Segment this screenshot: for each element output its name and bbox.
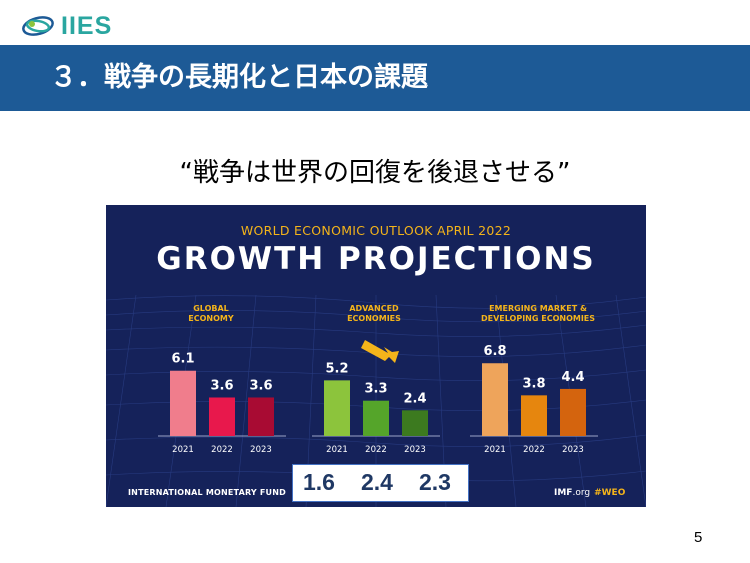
weo-hashtag: #WEO [594,488,626,498]
bar-2-2022 [521,395,547,436]
infographic-subtitle: WORLD ECONOMIC OUTLOOK APRIL 2022 [240,223,512,238]
bar-0-2023 [248,397,274,436]
tick-label-1-2023: 2023 [404,445,426,455]
bar-1-2021 [324,380,350,436]
bar-label-1-2022: 3.3 [364,382,387,397]
tick-label-0-2023: 2023 [250,445,272,455]
tick-label-2-2022: 2022 [523,445,545,455]
growth-bar-chart: 6.1 2021 3.6 2022 3.6 2023 5.2 2021 3.3 2022 2.4 20… [158,340,598,455]
bar-label-0-2021: 6.1 [171,352,194,367]
imf-text: IMF [554,488,573,498]
bar-2-2023 [560,388,586,436]
bar-2-2021 [482,363,508,436]
tick-label-0-2022: 2022 [211,445,233,455]
tick-label-2-2023: 2023 [562,445,584,455]
page-title: ３．戦争の長期化と日本の課題 [50,62,428,93]
bar-0-2022 [209,397,235,436]
bar-label-1-2023: 2.4 [403,391,426,406]
downward-arrow-icon [361,340,399,363]
tick-label-0-2021: 2021 [172,445,194,455]
org-text: .org [572,488,591,498]
bar-label-0-2022: 3.6 [210,378,233,393]
imf-label: INTERNATIONAL MONETARY FUND [128,488,286,497]
bar-label-0-2023: 3.6 [249,378,272,393]
iies-logo: IIES [20,10,113,40]
growth-projections-infographic: WORLD ECONOMIC OUTLOOK APRIL 2022 GROWTH… [106,205,646,507]
bar-label-2-2021: 6.8 [483,344,506,359]
bar-1-2022 [363,400,389,436]
quote-text: “戦争は世界の回復を後退させる” [179,158,571,188]
bar-0-2021 [170,370,196,436]
tick-label-1-2022: 2022 [365,445,387,455]
group-title-advanced: ADVANCED ECONOMIES [347,304,401,323]
revised-values-box: 1.6 2.4 2.3 [292,464,469,502]
infographic-title: GROWTH PROJECTIONS [156,241,596,277]
revised-value-3: 2.3 [419,469,451,495]
revised-value-1: 1.6 [303,469,335,495]
globe-swirl-logo-icon [22,16,54,36]
logo-text: IIES [61,12,113,40]
group-title-global: GLOBAL ECONOMY [188,304,234,323]
imf-footer: IMF.org #WEO [554,488,625,498]
bar-label-1-2021: 5.2 [325,361,348,376]
bar-label-2-2023: 4.4 [561,370,584,385]
tick-label-1-2021: 2021 [326,445,348,455]
bar-label-2-2022: 3.8 [522,376,545,391]
group-title-emerging: EMERGING MARKET & DEVELOPING ECONOMIES [480,304,596,323]
revised-value-2: 2.4 [361,469,393,495]
header-band: ３．戦争の長期化と日本の課題 [0,45,750,111]
page-number: 5 [694,529,703,546]
tick-label-2-2021: 2021 [484,445,506,455]
bar-1-2023 [402,410,428,436]
